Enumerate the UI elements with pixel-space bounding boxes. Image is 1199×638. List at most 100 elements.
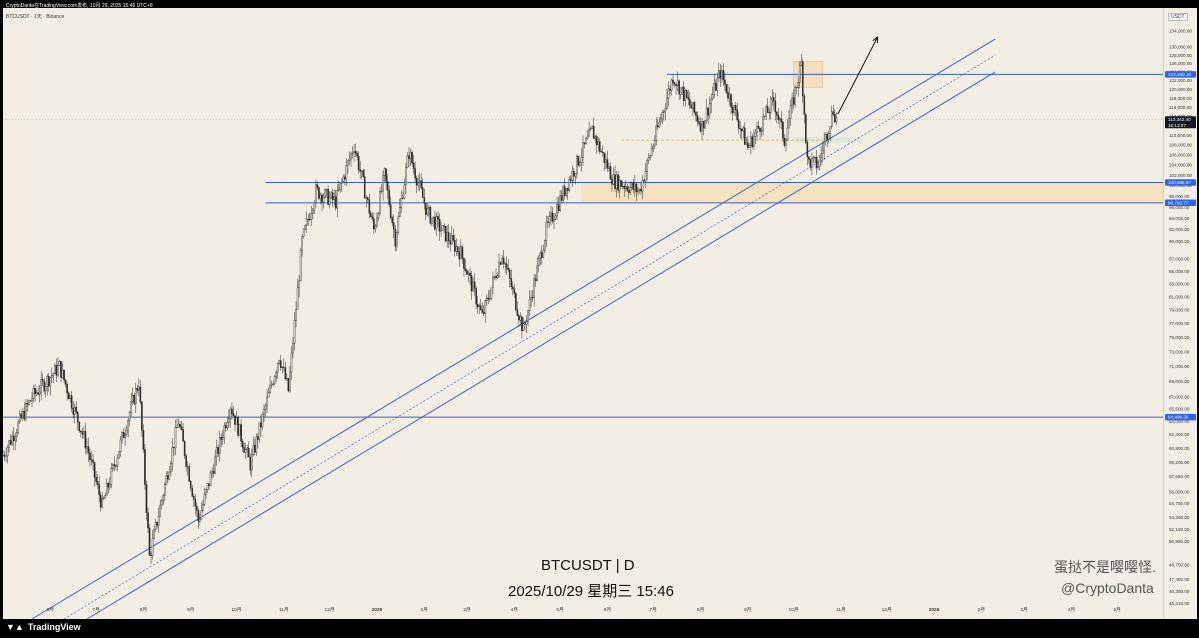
candle-body	[754, 131, 757, 137]
time-tick-label: 2月	[978, 607, 985, 613]
candle-body	[824, 133, 827, 142]
channel-upper	[31, 38, 996, 620]
candle-body	[14, 436, 17, 442]
currency-selector[interactable]: USDT	[1168, 13, 1188, 21]
level-label: 96,792.77	[1168, 200, 1189, 205]
tradingview-brand[interactable]: ⁠▼▲ TradingView	[6, 622, 81, 632]
candle-body	[734, 105, 737, 111]
candle-body	[58, 361, 61, 366]
time-tick-label: 4月	[1068, 607, 1075, 613]
candle-body	[31, 398, 33, 402]
candle-body	[533, 278, 535, 299]
channel-middle	[63, 55, 996, 620]
candle-body	[476, 304, 479, 308]
candle-body	[12, 435, 15, 442]
candle-body	[246, 447, 249, 450]
candle-body	[165, 475, 168, 485]
candle-body	[40, 379, 42, 393]
candle-body	[759, 128, 761, 133]
time-ticks-layer: 6月 7月 8月 9月 10月 11月 12月 2025 2月 3月 4月 5月 6月 7月 8月 9月 10月…	[47, 607, 1121, 613]
level-label-bg	[1165, 413, 1196, 421]
signature-handle: @CryptoDanta	[1061, 580, 1154, 596]
candle-body	[266, 397, 268, 407]
price-tick-label: 47,450.00	[1169, 577, 1190, 582]
candle-body	[159, 504, 162, 517]
candle-body	[470, 275, 473, 292]
candle-body	[412, 162, 415, 169]
candle-body	[380, 190, 383, 192]
candle-body	[611, 179, 613, 185]
tradingview-brand-text: TradingView	[27, 622, 81, 632]
candle-body	[163, 484, 166, 496]
candle-body	[560, 195, 563, 201]
candle-body	[579, 162, 581, 166]
candle-body	[473, 281, 476, 289]
candle-body	[293, 320, 296, 344]
candle-body	[827, 133, 830, 140]
candle-body	[748, 145, 751, 148]
candle-body	[458, 251, 461, 260]
candle-body	[200, 510, 203, 520]
candle-body	[109, 484, 111, 488]
candle-body	[689, 99, 691, 106]
candle-body	[296, 287, 299, 310]
candle-body	[705, 107, 708, 121]
level-label-bg	[1165, 179, 1196, 186]
candle-body	[281, 366, 284, 368]
candle-body	[331, 192, 334, 201]
candle-body	[313, 202, 316, 211]
candle-body	[780, 118, 783, 123]
candle-body	[569, 179, 572, 181]
candle-body	[632, 182, 635, 190]
candle-body	[298, 280, 300, 289]
candle-body	[681, 86, 684, 89]
time-tick-label: 6月	[604, 607, 611, 613]
time-tick-label: 9月	[744, 607, 751, 613]
price-tick-label: 64,000.00	[1169, 419, 1190, 424]
price-scale[interactable]	[1163, 8, 1197, 619]
time-tick-label: 4月	[511, 607, 518, 613]
candle-body	[249, 456, 252, 471]
price-tick-label: 62,400.00	[1169, 432, 1190, 437]
candle-body	[194, 498, 197, 507]
candle-body	[95, 477, 97, 482]
candle-body	[460, 246, 462, 260]
candle-body	[449, 240, 452, 245]
candle-body	[811, 158, 813, 168]
candle-body	[731, 106, 734, 113]
candle-body	[626, 186, 629, 191]
candle-body	[486, 297, 488, 301]
candle-body	[721, 70, 723, 79]
candle-body	[765, 106, 767, 117]
candle-body	[302, 228, 305, 237]
price-tick-label: 90,000.00	[1169, 239, 1190, 244]
time-tick-label: 3月	[1020, 607, 1027, 613]
candle-body	[414, 168, 416, 179]
price-ticks-layer: 45,310.00 46,350.00 47,450.00 48,750.00 50,9…	[1169, 29, 1192, 606]
candle-body	[185, 455, 187, 467]
candle-body	[489, 297, 491, 300]
candle-body	[527, 310, 529, 323]
candle-body	[519, 316, 522, 321]
candle-body	[240, 424, 242, 442]
candle-body	[789, 105, 792, 119]
candle-body	[409, 152, 412, 159]
candle-body	[76, 411, 79, 423]
candle-body	[43, 381, 46, 392]
candle-body	[540, 252, 543, 258]
candle-body	[556, 204, 558, 217]
candle-body	[762, 116, 764, 131]
signature-name: 蛋挞不是嘤嘤怪.	[1054, 559, 1156, 575]
candle-body	[32, 387, 35, 399]
candle-body	[139, 386, 142, 403]
candle-body	[141, 401, 143, 431]
candle-body	[602, 151, 604, 153]
chart-area[interactable]	[3, 8, 1163, 619]
candle-body	[269, 384, 271, 393]
candle-body	[482, 312, 485, 314]
candle-body	[80, 430, 82, 433]
candle-body	[713, 82, 716, 95]
candle-body	[22, 410, 24, 418]
candle-body	[17, 421, 20, 433]
arrow-layer	[837, 36, 879, 115]
